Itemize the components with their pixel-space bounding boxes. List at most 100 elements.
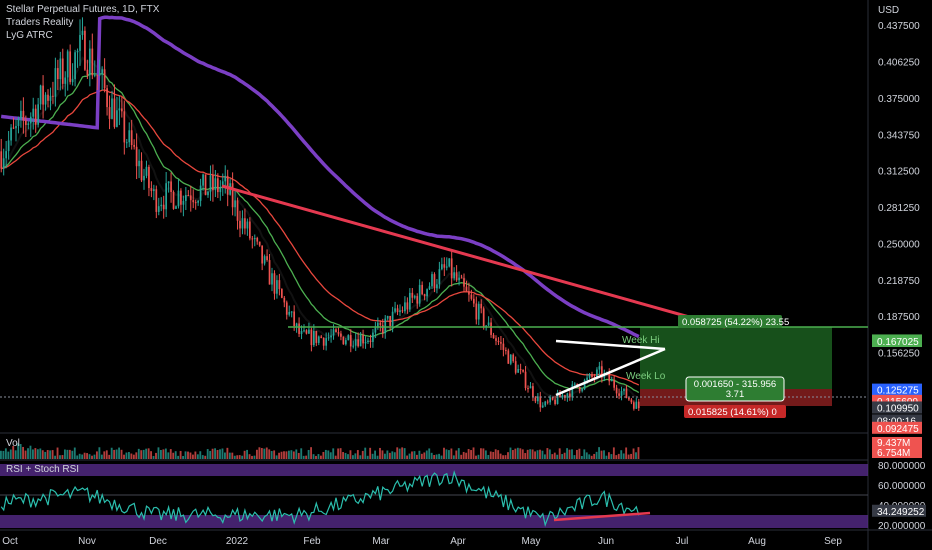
candle-body	[64, 77, 67, 84]
candle-body	[280, 289, 283, 298]
candle-body	[312, 330, 315, 346]
volume-bar	[189, 452, 192, 459]
candle-body	[273, 273, 276, 294]
candle-body	[325, 338, 328, 346]
volume-bar	[605, 455, 608, 459]
volume-bar	[406, 455, 408, 459]
ema-mid-line	[0, 72, 640, 394]
time-axis[interactable]: Oct Nov Dec 2022 Feb Mar Apr May Jun Jul Aug Sep	[2, 536, 842, 547]
candle-body	[554, 399, 556, 404]
volume-bar	[516, 447, 519, 459]
candle-body	[184, 195, 187, 201]
candle-body	[372, 332, 374, 342]
volume-bar	[563, 452, 566, 459]
candle-body	[487, 322, 490, 326]
candle-body	[248, 221, 251, 239]
volume-bar	[332, 448, 335, 459]
volume-bar	[288, 450, 290, 459]
volume-bar	[585, 452, 588, 459]
volume-bar	[268, 449, 271, 459]
volume-bar	[534, 451, 536, 459]
rsi-tick-label: 80.000000	[878, 461, 926, 472]
candle-body	[106, 88, 108, 108]
volume-bar	[103, 451, 106, 459]
volume-bar	[105, 450, 108, 459]
volume-tag-box	[872, 437, 922, 448]
triangle-upper-line[interactable]	[555, 339, 666, 351]
candle-body	[167, 181, 170, 184]
candle-body	[160, 204, 163, 207]
candle-body	[369, 340, 372, 342]
candle-body	[12, 127, 15, 129]
candle-body	[130, 130, 133, 146]
volume-bar	[216, 449, 219, 459]
volume-bar	[519, 448, 522, 459]
triangle-lower-line[interactable]	[555, 347, 666, 397]
volume-bar	[164, 448, 167, 459]
candle-body	[5, 151, 8, 159]
candle-body	[517, 369, 520, 373]
candle-body	[413, 296, 416, 298]
candle-body	[632, 402, 635, 409]
candle-body	[630, 399, 633, 403]
candle-body	[564, 395, 566, 398]
price-tag-label: 0.125275	[877, 386, 919, 397]
volume-bar	[457, 448, 460, 459]
volume-bar	[98, 447, 101, 459]
volume-bar	[580, 455, 583, 459]
candle-body	[320, 336, 323, 338]
volume-bar	[448, 450, 450, 459]
indicator-traders-reality[interactable]: Traders Reality	[6, 17, 74, 28]
candle-body	[165, 183, 168, 210]
volume-bar	[83, 452, 86, 459]
volume-tag-label: 9.437M	[877, 438, 910, 449]
symbol-title[interactable]: Stellar Perpetual Futures, 1D, FTX	[6, 4, 160, 15]
candle-body	[172, 191, 175, 209]
volume-bar	[462, 451, 465, 459]
candle-body	[586, 377, 588, 381]
candle-body	[256, 237, 259, 242]
volume-bar	[317, 454, 320, 459]
volume-bar	[408, 453, 411, 459]
candle-body	[96, 74, 99, 76]
volume-bar	[361, 450, 364, 459]
descending-trendline[interactable]	[221, 184, 726, 329]
volume-bar	[184, 451, 187, 459]
volume-bar	[588, 454, 591, 459]
rsi-tag-label: 34.249252	[877, 507, 925, 518]
rsi-axis[interactable]: 80.00000060.00000040.00000020.00000034.2…	[872, 461, 926, 532]
price-tick-label: 0.156250	[878, 349, 920, 360]
volume-bar	[344, 452, 347, 459]
candle-body	[396, 308, 399, 313]
volume-bar	[221, 448, 224, 459]
candle-body	[628, 397, 630, 400]
rsi-divergence-line[interactable]	[553, 511, 651, 522]
ema-200-line	[0, 15, 640, 339]
candle-body	[116, 110, 118, 127]
candle-body	[423, 294, 426, 297]
price-tag-label: 0.109950	[877, 403, 919, 414]
volume-bar	[132, 454, 135, 459]
candle-body	[20, 110, 22, 119]
volume-bar	[160, 450, 162, 459]
volume-bar	[571, 449, 573, 459]
candle-body	[54, 68, 57, 97]
volume-bar	[214, 448, 216, 459]
candle-body	[455, 272, 458, 281]
volume-bar	[460, 454, 463, 459]
candle-body	[17, 118, 20, 126]
volume-bar	[88, 454, 91, 459]
candle-body	[416, 296, 419, 304]
candle-body	[7, 140, 10, 152]
volume-bar	[150, 451, 152, 459]
candle-body	[221, 181, 224, 188]
indicator-lyg-atrc[interactable]: LyG ATRC	[6, 30, 53, 41]
candle-body	[244, 218, 246, 229]
candle-body	[615, 387, 618, 394]
candle-body	[332, 329, 335, 336]
candle-body	[209, 175, 212, 192]
candle-body	[258, 241, 261, 246]
volume-bar	[248, 454, 251, 459]
volume-bar	[487, 454, 490, 459]
